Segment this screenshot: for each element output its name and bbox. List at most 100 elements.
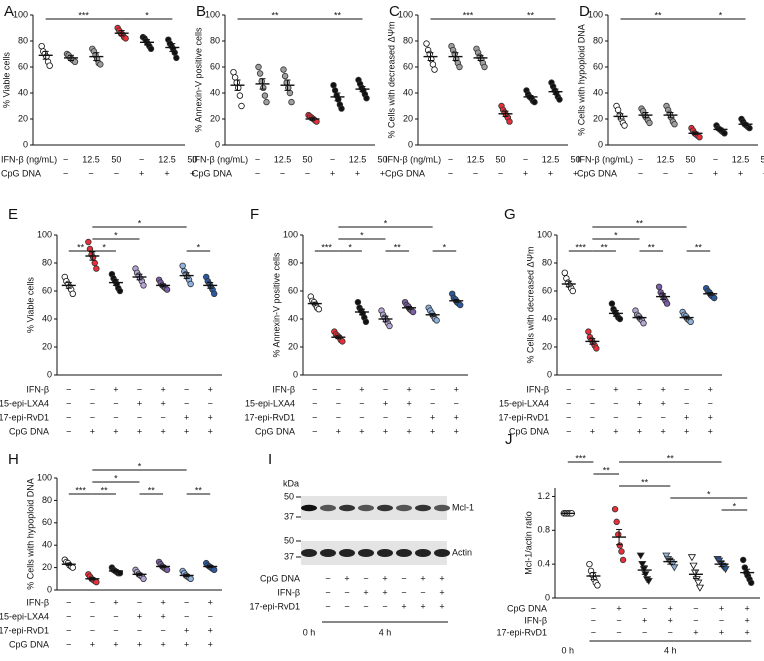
condition-value: +: [523, 168, 528, 178]
y-tick-label: 100: [537, 229, 552, 239]
condition-value: −: [566, 412, 571, 422]
condition-value: +: [208, 625, 213, 635]
data-point: [230, 68, 237, 76]
condition-value: 12.5: [732, 154, 750, 164]
significance-label: *: [102, 242, 106, 252]
condition-value: +: [738, 168, 743, 178]
condition-value: +: [420, 601, 425, 611]
panel-letter: I: [268, 451, 272, 468]
data-point: [85, 238, 92, 246]
band-label: Actin: [452, 547, 472, 557]
condition-value: −: [255, 154, 260, 164]
data-point: [91, 259, 98, 267]
significance-label: **: [603, 465, 611, 475]
marker-label: 50: [284, 491, 294, 501]
condition-label: 15-epi-LXA4: [245, 398, 295, 408]
condition-value: −: [184, 597, 189, 607]
condition-value: −: [66, 412, 71, 422]
condition-value: +: [708, 412, 713, 422]
condition-value: +: [139, 168, 144, 178]
y-tick-label: 60: [18, 61, 28, 71]
significance-label: ***: [575, 242, 586, 252]
y-tick-label: 40: [42, 540, 52, 550]
condition-value: −: [637, 384, 642, 394]
blot-band: [377, 504, 393, 512]
condition-value: +: [330, 168, 335, 178]
significance-label: *: [360, 230, 364, 240]
condition-value: +: [719, 627, 724, 637]
y-tick-label: 0: [47, 584, 52, 594]
significance-label: **: [394, 242, 402, 252]
data-point: [173, 54, 180, 62]
data-point: [594, 582, 601, 589]
panel-letter: A: [4, 3, 14, 20]
condition-value: −: [708, 398, 713, 408]
condition-value: +: [90, 426, 95, 436]
condition-value: −: [184, 611, 189, 621]
blot-band: [434, 549, 450, 557]
condition-value: −: [90, 625, 95, 635]
significance-label: ***: [75, 485, 86, 495]
condition-value: +: [745, 603, 750, 613]
data-point: [556, 96, 563, 103]
condition-value: −: [613, 398, 618, 408]
condition-value: +: [344, 573, 349, 583]
condition-value: −: [523, 154, 528, 164]
data-point: [687, 554, 697, 562]
data-point: [689, 562, 698, 570]
condition-value: +: [113, 639, 118, 649]
condition-value: −: [420, 587, 425, 597]
condition-label: IFN-β (ng/mL): [577, 154, 633, 164]
data-point: [187, 280, 194, 288]
significance-label: **: [667, 453, 675, 463]
condition-value: −: [208, 398, 213, 408]
data-point: [614, 106, 622, 114]
y-tick-label: 0: [598, 139, 603, 149]
condition-label: 17-epi-RvD1: [0, 625, 49, 635]
data-point: [423, 40, 430, 47]
kda-label: kDa: [283, 478, 299, 488]
panel-letter: H: [8, 451, 19, 468]
condition-value: +: [359, 384, 364, 394]
condition-label: IFN-β (ng/mL): [192, 154, 248, 164]
condition-label: CpG DNA: [385, 168, 425, 178]
condition-value: −: [336, 398, 341, 408]
significance-label: **: [654, 10, 662, 20]
data-point: [409, 308, 417, 316]
condition-value: 12.5: [349, 154, 367, 164]
y-tick-label: 0: [47, 369, 52, 379]
condition-value: +: [708, 384, 713, 394]
data-point: [236, 92, 244, 99]
y-tick-label: 20: [288, 341, 298, 351]
panel-letter: G: [504, 206, 516, 223]
data-point: [116, 287, 124, 295]
y-tick-label: 40: [42, 313, 52, 323]
condition-value: −: [498, 168, 503, 178]
condition-value: +: [745, 627, 750, 637]
condition-label: CpG DNA: [577, 168, 617, 178]
y-tick-label: 60: [403, 61, 413, 71]
data-point: [616, 315, 624, 323]
data-point: [163, 286, 171, 293]
condition-value: −: [591, 627, 596, 637]
condition-value: −: [66, 639, 71, 649]
condition-value: −: [137, 597, 142, 607]
significance-label: **: [695, 242, 703, 252]
data-point: [179, 262, 186, 269]
data-point: [655, 283, 663, 290]
data-point: [433, 317, 440, 324]
data-point: [613, 518, 620, 526]
significance-label: **: [641, 477, 649, 487]
condition-value: −: [693, 615, 698, 625]
condition-value: +: [160, 398, 165, 408]
condition-value: −: [336, 412, 341, 422]
y-tick-label: 0: [215, 139, 220, 149]
condition-value: 50: [685, 154, 695, 164]
blot-band: [339, 549, 355, 557]
y-tick-label: 40: [403, 87, 413, 97]
condition-value: +: [164, 168, 169, 178]
condition-value: +: [406, 426, 411, 436]
condition-value: +: [684, 412, 689, 422]
data-point: [147, 45, 155, 52]
data-point: [211, 290, 218, 297]
